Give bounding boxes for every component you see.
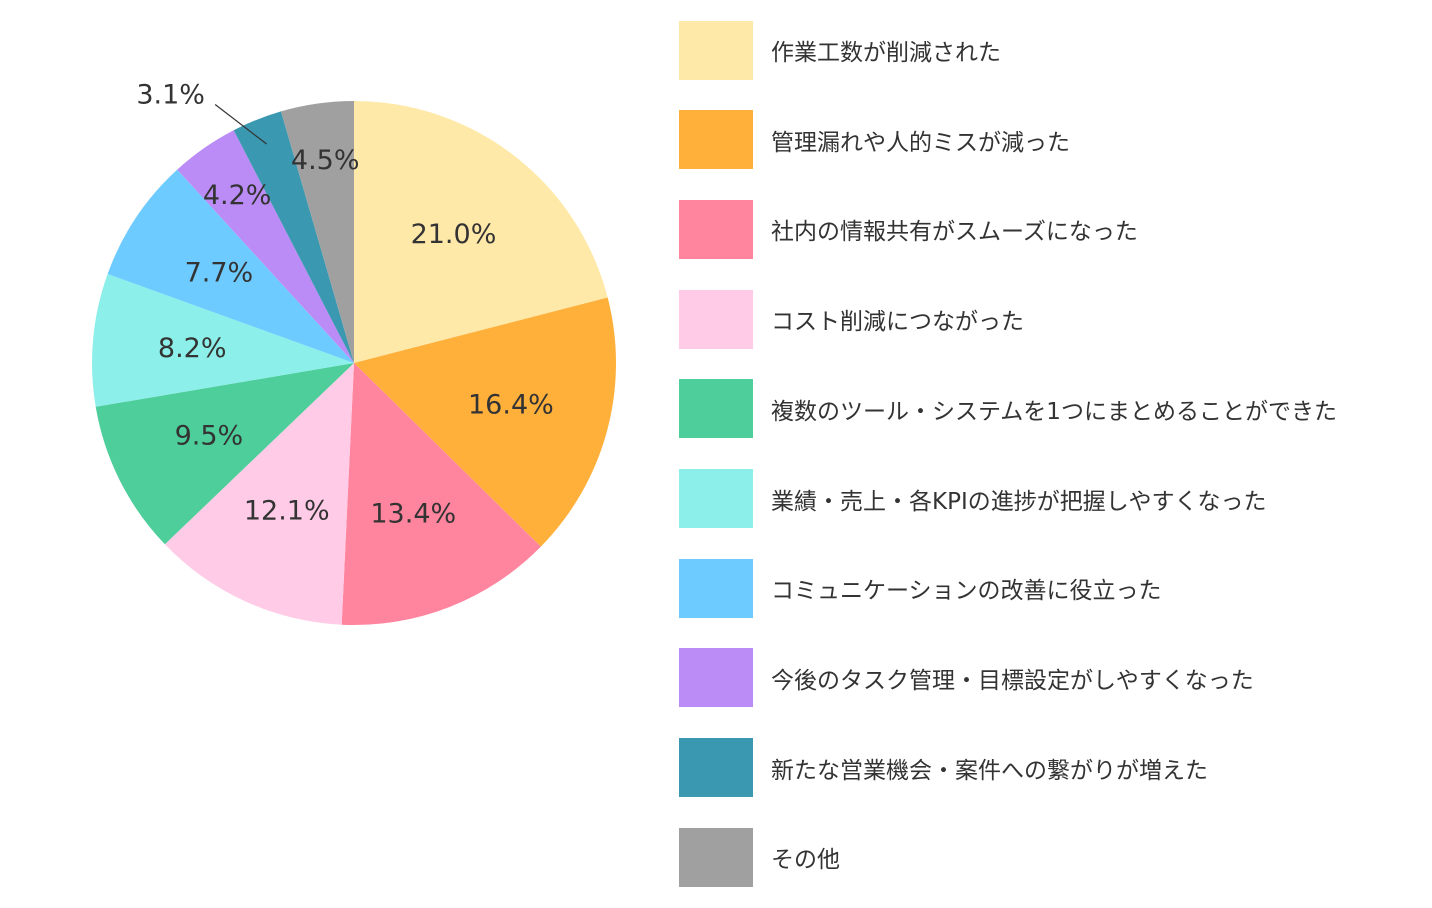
legend-label-3: コスト削減につながった xyxy=(771,309,1024,336)
legend-swatch-7 xyxy=(679,648,753,708)
slice-value-label-8: 3.1% xyxy=(136,79,205,110)
legend-label-2: 社内の情報共有がスムーズになった xyxy=(771,219,1138,246)
pie-slice-9 xyxy=(280,101,354,363)
leader-line-8 xyxy=(214,104,267,145)
legend-label-4: 複数のツール・システムを1つにまとめることができた xyxy=(771,398,1337,425)
pie-slice-3 xyxy=(164,363,354,625)
legend-item-6: コミュニケーションの改善に役立った xyxy=(679,558,1419,618)
legend-item-1: 管理漏れや人的ミスが減った xyxy=(679,110,1419,170)
legend-swatch-9 xyxy=(679,827,753,887)
legend-label-8: 新たな営業機会・案件への繋がりが増えた xyxy=(771,757,1208,784)
legend-swatch-6 xyxy=(679,558,753,618)
legend-item-5: 業績・売上・各KPIの進捗が把握しやすくなった xyxy=(679,469,1419,529)
legend-label-6: コミュニケーションの改善に役立った xyxy=(771,578,1162,605)
pie-slice-7 xyxy=(177,130,354,363)
pie-chart-svg: 21.0% 16.4% 13.4% 12.1% 9.5% 8.2% 7.7% 4.2% 3.1%… xyxy=(91,79,616,625)
legend-swatch-4 xyxy=(679,379,753,439)
legend-item-8: 新たな営業機会・案件への繋がりが増えた xyxy=(679,738,1419,798)
pie-slice-1 xyxy=(354,297,616,547)
legend-label-0: 作業工数が削減された xyxy=(771,40,1001,66)
legend-item-0: 作業工数が削減された xyxy=(679,20,1419,80)
legend-swatch-3 xyxy=(679,289,753,349)
legend-label-9: その他 xyxy=(771,847,840,874)
legend-swatch-2 xyxy=(679,199,753,259)
legend-swatch-1 xyxy=(679,110,753,170)
pie-slice-2 xyxy=(341,363,541,625)
pie-slice-8 xyxy=(233,111,354,363)
slice-value-label-7: 4.2% xyxy=(203,180,272,211)
slice-value-label-2: 13.4% xyxy=(370,499,456,530)
slice-value-label-3: 12.1% xyxy=(244,495,330,526)
legend-swatch-0 xyxy=(679,20,753,80)
legend-item-3: コスト削減につながった xyxy=(679,289,1419,349)
legend-item-2: 社内の情報共有がスムーズになった xyxy=(679,199,1419,259)
legend-label-7: 今後のタスク管理・目標設定がしやすくなった xyxy=(771,667,1254,694)
slice-value-label-5: 8.2% xyxy=(158,333,227,364)
legend-label-5: 業績・売上・各KPIの進捗が把握しやすくなった xyxy=(771,488,1267,515)
legend-item-4: 複数のツール・システムを1つにまとめることができた xyxy=(679,379,1419,439)
slice-value-label-1: 16.4% xyxy=(468,390,554,421)
legend-item-7: 今後のタスク管理・目標設定がしやすくなった xyxy=(679,648,1419,708)
slice-value-label-9: 4.5% xyxy=(291,145,360,176)
pie-slice-4 xyxy=(95,363,354,545)
slice-value-label-4: 9.5% xyxy=(175,420,244,451)
slice-value-label-6: 7.7% xyxy=(185,257,254,288)
pie-slice-6 xyxy=(107,169,354,363)
slice-value-label-0: 21.0% xyxy=(411,219,497,250)
pie-slice-0 xyxy=(354,101,608,363)
legend-label-1: 管理漏れや人的ミスが減った xyxy=(771,129,1070,156)
pie-slice-5 xyxy=(91,273,354,407)
legend-swatch-5 xyxy=(679,469,753,528)
legend-swatch-8 xyxy=(679,738,753,798)
legend-item-9: その他 xyxy=(679,827,1419,887)
